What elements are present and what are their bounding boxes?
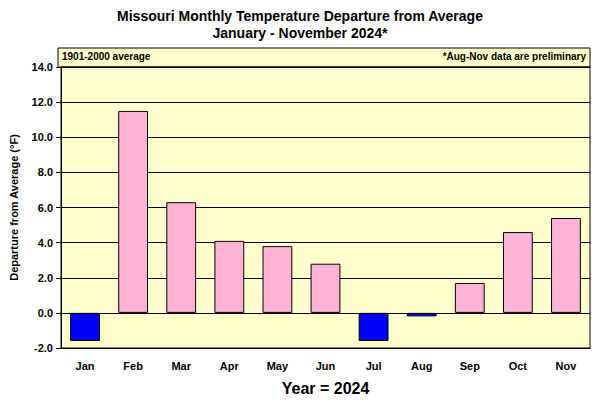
svg-text:12.0: 12.0 bbox=[32, 96, 53, 108]
svg-text:1901-2000 average: 1901-2000 average bbox=[62, 51, 151, 62]
svg-text:Jan: Jan bbox=[76, 360, 95, 372]
svg-text:Apr: Apr bbox=[220, 360, 240, 372]
svg-text:8.0: 8.0 bbox=[38, 166, 53, 178]
svg-text:4.0: 4.0 bbox=[38, 237, 53, 249]
svg-text:10.0: 10.0 bbox=[32, 131, 53, 143]
svg-text:Mar: Mar bbox=[171, 360, 191, 372]
svg-text:Departure from Average (°F): Departure from Average (°F) bbox=[8, 134, 20, 281]
svg-text:Jun: Jun bbox=[316, 360, 336, 372]
svg-text:6.0: 6.0 bbox=[38, 202, 53, 214]
svg-text:0.0: 0.0 bbox=[38, 307, 53, 319]
svg-text:May: May bbox=[267, 360, 289, 372]
svg-text:*Aug-Nov data are preliminary: *Aug-Nov data are preliminary bbox=[443, 51, 587, 62]
svg-text:Nov: Nov bbox=[556, 360, 578, 372]
svg-text:Year = 2024: Year = 2024 bbox=[282, 380, 370, 397]
svg-text:14.0: 14.0 bbox=[32, 61, 53, 73]
svg-text:Sep: Sep bbox=[460, 360, 480, 372]
svg-text:Missouri Monthly Temperature D: Missouri Monthly Temperature Departure f… bbox=[117, 8, 483, 24]
svg-text:Jul: Jul bbox=[366, 360, 382, 372]
svg-text:Oct: Oct bbox=[509, 360, 528, 372]
svg-text:Feb: Feb bbox=[123, 360, 143, 372]
svg-text:-2.0: -2.0 bbox=[34, 342, 53, 354]
svg-text:Aug: Aug bbox=[411, 360, 432, 372]
svg-text:2.0: 2.0 bbox=[38, 272, 53, 284]
svg-text:January - November 2024*: January - November 2024* bbox=[212, 25, 388, 41]
